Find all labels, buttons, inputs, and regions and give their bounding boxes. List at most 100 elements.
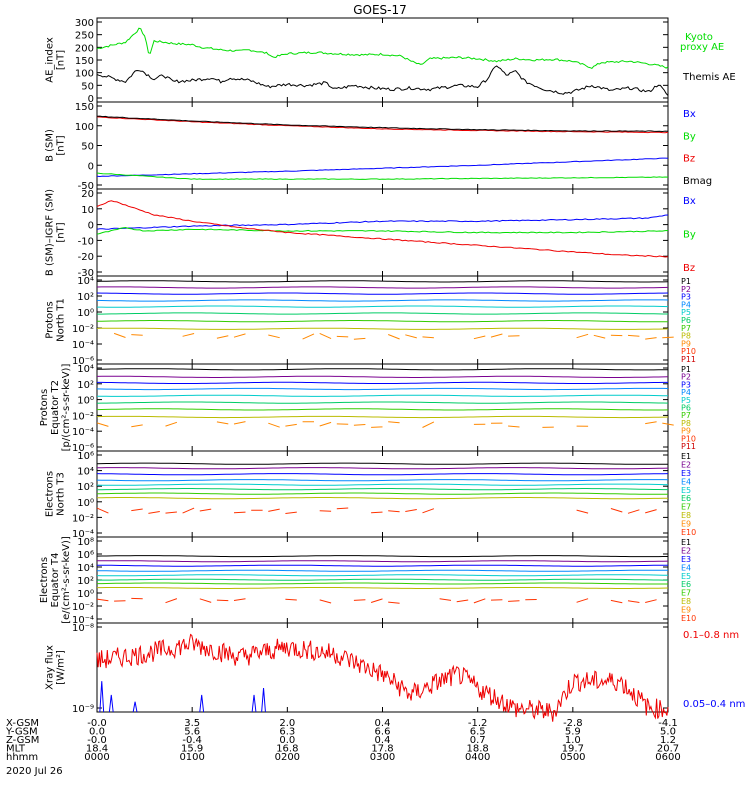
y-tick-label: 10⁻⁴	[72, 340, 94, 351]
orbit-value: 5.9	[565, 727, 581, 738]
series-p7	[96, 320, 668, 323]
orbit-value: 0500	[560, 752, 585, 763]
series-p3	[96, 292, 669, 295]
series-p2	[96, 286, 669, 289]
chart-title: GOES-17	[353, 3, 407, 17]
orbit-value: -4.1	[658, 718, 678, 729]
orbit-value: 20.7	[657, 744, 679, 755]
orbit-value: 18.8	[467, 744, 489, 755]
series-e2	[97, 467, 669, 470]
y-axis-label: North T1	[56, 298, 67, 342]
y-tick-label: 10⁻⁹	[72, 704, 94, 715]
orbit-value: -0.4	[182, 735, 202, 746]
series-p8	[96, 327, 669, 330]
legend-channel: P10	[681, 434, 696, 443]
y-tick-label: 10⁴	[77, 364, 94, 375]
y-axis-label: [p/(cm²-s-sr-keV)]	[61, 364, 72, 452]
legend-item: Bz	[683, 263, 695, 274]
y-tick-label: 10⁸	[77, 537, 94, 548]
orbit-value: 6.3	[279, 727, 295, 738]
series-kyoto-proxy-ae	[96, 27, 669, 70]
orbit-value: 0300	[370, 752, 395, 763]
legend-channel: E2	[681, 460, 691, 469]
legend-channel: P8	[681, 332, 691, 341]
orbit-value: 0000	[84, 752, 109, 763]
legend-channel: P3	[681, 293, 691, 302]
orbit-value: -0.0	[87, 718, 107, 729]
series-p1	[96, 280, 669, 283]
y-tick-label: 10⁻²	[72, 324, 94, 335]
y-tick-label: 10⁻⁴	[72, 529, 94, 540]
legend-channel: P9	[681, 339, 691, 348]
series-e5	[96, 483, 669, 486]
orbit-value: 0600	[655, 752, 680, 763]
legend-channel: E8	[681, 511, 691, 520]
legend-proxy-ae: proxy AE	[680, 42, 724, 53]
y-tick-label: 10⁰	[77, 308, 94, 319]
y-tick-label: 10²	[77, 482, 94, 493]
series-xray-short-spike	[251, 694, 257, 713]
series-themis-ae	[96, 65, 669, 96]
legend-item: Bmag	[683, 176, 712, 187]
y-tick-label: 100	[75, 122, 94, 133]
y-axis-label: [e/(cm²-s-sr-keV)]	[61, 536, 72, 624]
legend-channel: P4	[681, 300, 691, 309]
series-p8	[96, 415, 669, 419]
series-e4	[96, 569, 668, 572]
series-e9	[96, 597, 657, 604]
orbit-row-label: Y-GSM	[5, 727, 38, 738]
y-axis-label: B (SM)–IGRF (SM)	[45, 189, 56, 276]
y-tick-label: 10⁴	[77, 563, 94, 574]
y-axis-label: [W/m²]	[56, 650, 67, 685]
y-tick-label: 0	[88, 161, 94, 172]
legend-channel: P6	[681, 404, 691, 413]
y-axis-label: Protons	[39, 389, 50, 426]
y-axis-label: North T3	[56, 472, 67, 516]
legend-channel: E3	[681, 469, 691, 478]
legend-channel: P1	[681, 365, 691, 374]
panel-frame	[96, 275, 669, 365]
series-e6	[96, 578, 668, 581]
legend-channel: P2	[681, 373, 691, 382]
legend-channel: E8	[681, 597, 691, 606]
legend-item: 0.1–0.8 nm	[683, 630, 739, 641]
y-tick-label: 250	[75, 31, 94, 42]
y-tick-label: 10⁻⁴	[72, 427, 94, 438]
series-p1	[96, 368, 668, 371]
y-tick-label: 0	[88, 221, 94, 232]
y-tick-label: 10⁶	[77, 550, 94, 561]
y-tick-label: 100	[75, 69, 94, 80]
series-p2	[96, 375, 669, 378]
orbit-value: 5.6	[184, 727, 200, 738]
series-e9	[96, 507, 657, 514]
y-tick-label: 200	[75, 43, 94, 54]
orbit-table: X-GSM -0.0 3.5 2.0 0.4 -1.2 -2.8 -4.1 Y-GSM 0.0 5.…	[5, 718, 681, 763]
series-e5	[96, 574, 668, 577]
legend-item: By	[683, 131, 696, 142]
legend-channel: P7	[681, 411, 691, 420]
y-tick-label: 50	[81, 142, 94, 153]
y-axis-label: Equator T2	[50, 380, 61, 435]
orbit-value: 19.7	[562, 744, 584, 755]
series-bx	[96, 157, 669, 178]
orbit-value: 3.5	[184, 718, 200, 729]
series-e7	[97, 582, 668, 585]
series-bmag	[96, 115, 669, 133]
series-p9	[96, 421, 674, 428]
y-tick-label: 20	[81, 189, 94, 200]
legend-channel: E9	[681, 520, 691, 529]
orbit-row-label: hhmm	[6, 752, 38, 763]
series-xray-short-spike	[199, 694, 205, 713]
y-tick-label: 150	[75, 102, 94, 113]
orbit-value: -2.8	[563, 718, 583, 729]
panel-frame	[96, 101, 669, 190]
legend-channel: P9	[681, 427, 691, 436]
y-axis-label: Electrons	[45, 471, 56, 517]
y-tick-label: 10²	[77, 292, 94, 303]
legend-channel: P6	[681, 316, 691, 325]
y-tick-label: -10	[78, 236, 94, 247]
panel-bsm: 150 100 50 0 -50 B (SM) [nT] Bx By Bz Bmag	[45, 101, 712, 192]
legend-channel: P1	[681, 277, 691, 286]
